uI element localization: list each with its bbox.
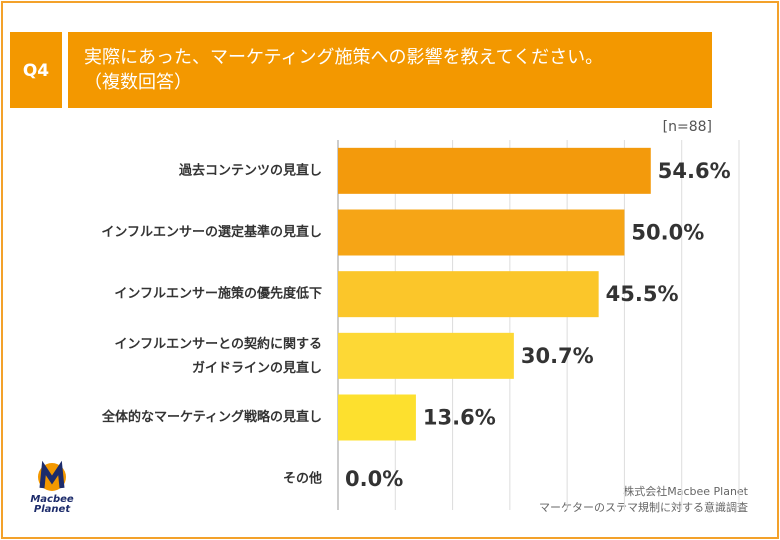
question-box <box>10 32 62 108</box>
category-label: その他 <box>283 471 322 487</box>
value-label: 30.7% <box>521 344 594 368</box>
bar <box>338 332 514 379</box>
sample-note: [n=88] <box>663 119 712 135</box>
value-label: 45.5% <box>606 282 679 306</box>
logo: Macbee Planet <box>30 460 74 515</box>
category-label: 全体的なマーケティング戦略の見直し <box>101 409 322 425</box>
value-label: 13.6% <box>423 406 496 430</box>
value-label: 0.0% <box>345 467 403 491</box>
title-box <box>68 32 712 108</box>
category-label: 過去コンテンツの見直し <box>178 162 322 178</box>
bar <box>338 209 625 256</box>
source: 株式会社Macbee Planet マーケターのステマ規制に対する意識調査 <box>539 484 749 514</box>
bar <box>338 147 651 194</box>
logo-mark <box>39 460 65 489</box>
bar <box>338 271 599 318</box>
value-label: 54.6% <box>658 159 731 183</box>
logo-text: Macbee Planet <box>30 494 74 515</box>
category-label: インフルエンサー施策の優先度低下 <box>114 286 322 302</box>
chart-title: 実際にあった、マーケティング施策への影響を教えてください。（複数回答） <box>84 47 603 93</box>
value-label: 50.0% <box>631 221 704 245</box>
category-label: インフルエンサーの選定基準の見直し <box>101 224 322 240</box>
category-label: インフルエンサーとの契約に関するガイドラインの見直し <box>115 335 322 375</box>
bar <box>338 394 416 441</box>
question-label: Q4 <box>23 61 49 81</box>
